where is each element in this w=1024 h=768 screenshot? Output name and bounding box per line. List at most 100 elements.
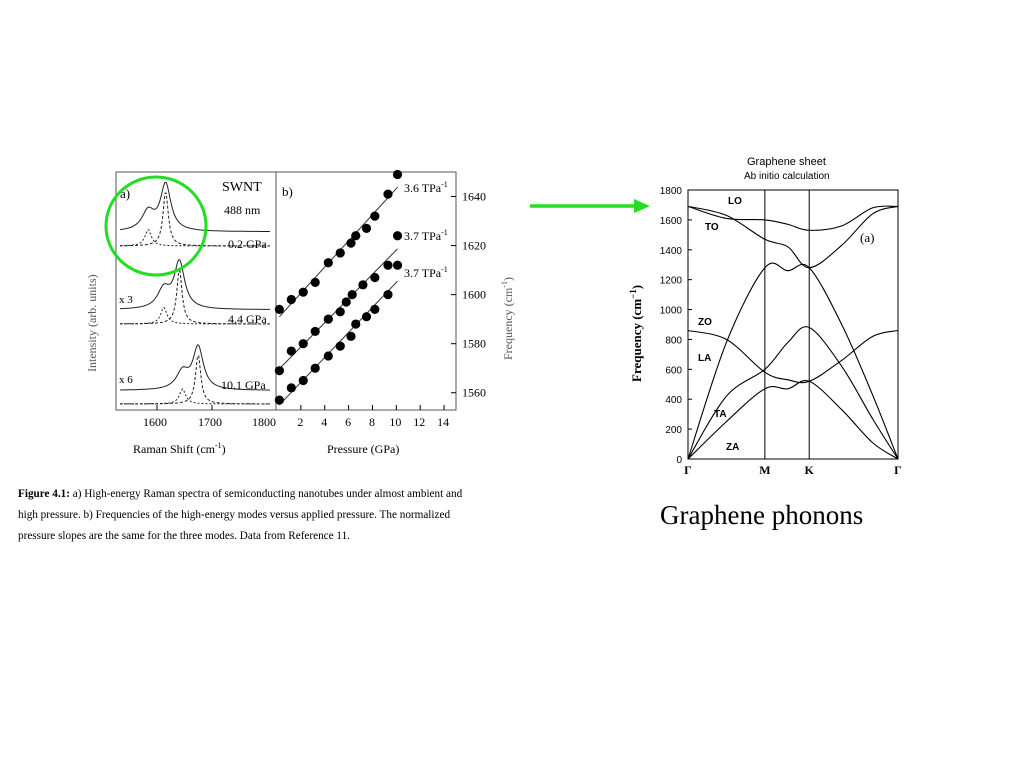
- data-point-2-4: [323, 351, 333, 361]
- panel-b-ylabel: Frequency (cm-1): [500, 277, 515, 360]
- data-point-2-2: [298, 375, 308, 386]
- spectrum-2: [120, 344, 271, 391]
- highlight-circle: [104, 175, 208, 277]
- branch-label-zo: ZO: [698, 317, 712, 328]
- data-point-0-11: [392, 169, 403, 180]
- spectrum-0: [119, 181, 270, 232]
- panel-b-xtick-6: 14: [437, 415, 449, 429]
- caption-line-2: high pressure. b) Frequencies of the hig…: [18, 509, 450, 521]
- data-point-2-3: [310, 363, 320, 373]
- graphene-ytick-6: 1200: [660, 276, 683, 287]
- branch-label-za: ZA: [726, 442, 739, 453]
- series-label-2: 3.7 TPa-1: [404, 265, 448, 280]
- spectrum-2-fit-shoulder: [120, 388, 270, 405]
- panel-a-title: SWNT: [222, 180, 262, 195]
- panel-b-xtick-1: 4: [321, 415, 327, 429]
- branch-lo: [687, 205, 899, 269]
- data-point-0-10: [383, 189, 393, 199]
- data-point-2-10: [383, 290, 393, 300]
- panel-b-frame: [275, 171, 457, 411]
- caption-line-3: pressure slopes are the same for the thr…: [18, 530, 350, 542]
- graphene-ytick-8: 1600: [660, 216, 683, 227]
- data-point-2-0: [274, 395, 284, 405]
- branch-label-ta: TA: [714, 409, 727, 420]
- branch-to: [687, 205, 899, 231]
- panel-a-label: a): [120, 186, 130, 201]
- graphene-ytick-1: 200: [665, 425, 682, 436]
- data-point-0-8: [361, 223, 372, 234]
- data-point-2-11: [392, 260, 403, 270]
- graphene-plot-frame: [687, 189, 899, 460]
- spectrum-scale-2: x 6: [119, 374, 133, 386]
- data-point-1-3: [310, 326, 320, 337]
- graphene-ytick-5: 1000: [660, 306, 683, 317]
- branch-label-la: LA: [698, 353, 711, 364]
- graphene-panel-label: (a): [860, 230, 874, 245]
- data-point-0-0: [274, 304, 284, 314]
- k-point-label-3: Γ: [894, 463, 902, 477]
- slide-title-right: Graphene phonons: [660, 500, 863, 530]
- panel-b-ytick-1: 1580: [462, 337, 486, 351]
- panel-b-ytick-3: 1620: [462, 239, 486, 253]
- panel-a-xlabel: Raman Shift (cm-1): [133, 441, 226, 456]
- k-point-label-1: M: [759, 463, 770, 477]
- data-point-1-11: [392, 231, 403, 241]
- data-point-1-4: [323, 314, 333, 324]
- k-point-label-2: K: [805, 463, 815, 477]
- data-point-0-3: [310, 277, 320, 287]
- data-point-0-4: [323, 258, 333, 268]
- arrow-connector: [530, 199, 650, 213]
- data-point-1-5: [335, 307, 345, 317]
- branch-za: [687, 380, 899, 460]
- spectrum-label-1: 4.4 GPa: [228, 312, 267, 326]
- panel-b-plot: 2 4 6 8 10 12 14 1560 1580 1600 1620 1640: [274, 169, 486, 429]
- data-point-2-7: [351, 319, 361, 329]
- figure-caption: Figure 4.1: a) High-energy Raman spectra…: [18, 488, 463, 542]
- spectrum-label-0: 0.2 GPa: [228, 237, 267, 251]
- graphene-ylabel: Frequency (cm−1): [628, 285, 644, 382]
- data-point-0-6: [346, 238, 356, 248]
- panel-b-label: b): [282, 184, 293, 199]
- panel-a-xtick-1: 1700: [198, 415, 222, 429]
- graphene-ytick-2: 400: [665, 395, 682, 406]
- panel-a-xtick-0: 1600: [143, 415, 167, 429]
- data-point-0-1: [286, 294, 296, 305]
- panel-b-xtick-4: 10: [389, 415, 401, 429]
- branch-ta: [687, 326, 899, 460]
- branch-la: [687, 262, 899, 460]
- data-point-2-6: [346, 331, 356, 341]
- data-point-2-1: [286, 383, 296, 393]
- panel-b-ytick-0: 1560: [462, 386, 486, 400]
- graphene-ytick-4: 800: [665, 335, 682, 346]
- spectrum-1-fit-shoulder: [120, 306, 270, 325]
- data-point-0-2: [298, 287, 308, 297]
- data-point-1-9: [370, 272, 380, 283]
- data-point-1-2: [298, 339, 308, 349]
- arrow-head-icon: [634, 199, 650, 213]
- series-label-1: 3.7 TPa-1: [404, 228, 448, 243]
- k-point-label-0: Γ: [684, 463, 692, 477]
- graphene-ytick-7: 1400: [660, 246, 683, 257]
- data-point-1-7: [347, 290, 357, 300]
- spectrum-scale-1: x 3: [119, 294, 133, 306]
- panel-a-spectra: [119, 181, 271, 405]
- series-label-0: 3.6 TPa-1: [404, 180, 448, 195]
- graphene-subtitle: Ab initio calculation: [744, 171, 830, 182]
- branch-label-to: TO: [705, 222, 719, 233]
- panel-b-xtick-5: 12: [413, 415, 425, 429]
- panel-a-ylabel: Intensity (arb. units): [85, 274, 99, 372]
- graphene-ytick-9: 1800: [660, 186, 683, 197]
- data-point-1-8: [358, 280, 368, 290]
- data-point-0-9: [370, 211, 380, 221]
- spectrum-1: [119, 258, 270, 310]
- spectrum-0-fit-shoulder: [120, 229, 270, 247]
- graphene-plot-content: 0 200 400 600 800 1000 1200 1400 1600 1800 Γ M K Γ LO T…: [660, 186, 902, 477]
- panel-a-xticks: 1600 1700 1800: [143, 405, 276, 429]
- panel-b-xtick-2: 6: [345, 415, 351, 429]
- data-point-1-6: [341, 297, 351, 307]
- panel-b-xtick-3: 8: [369, 415, 375, 429]
- graphene-ytick-3: 600: [665, 365, 682, 376]
- graphene-ytick-0: 0: [676, 455, 682, 466]
- graphene-title: Graphene sheet: [747, 156, 826, 168]
